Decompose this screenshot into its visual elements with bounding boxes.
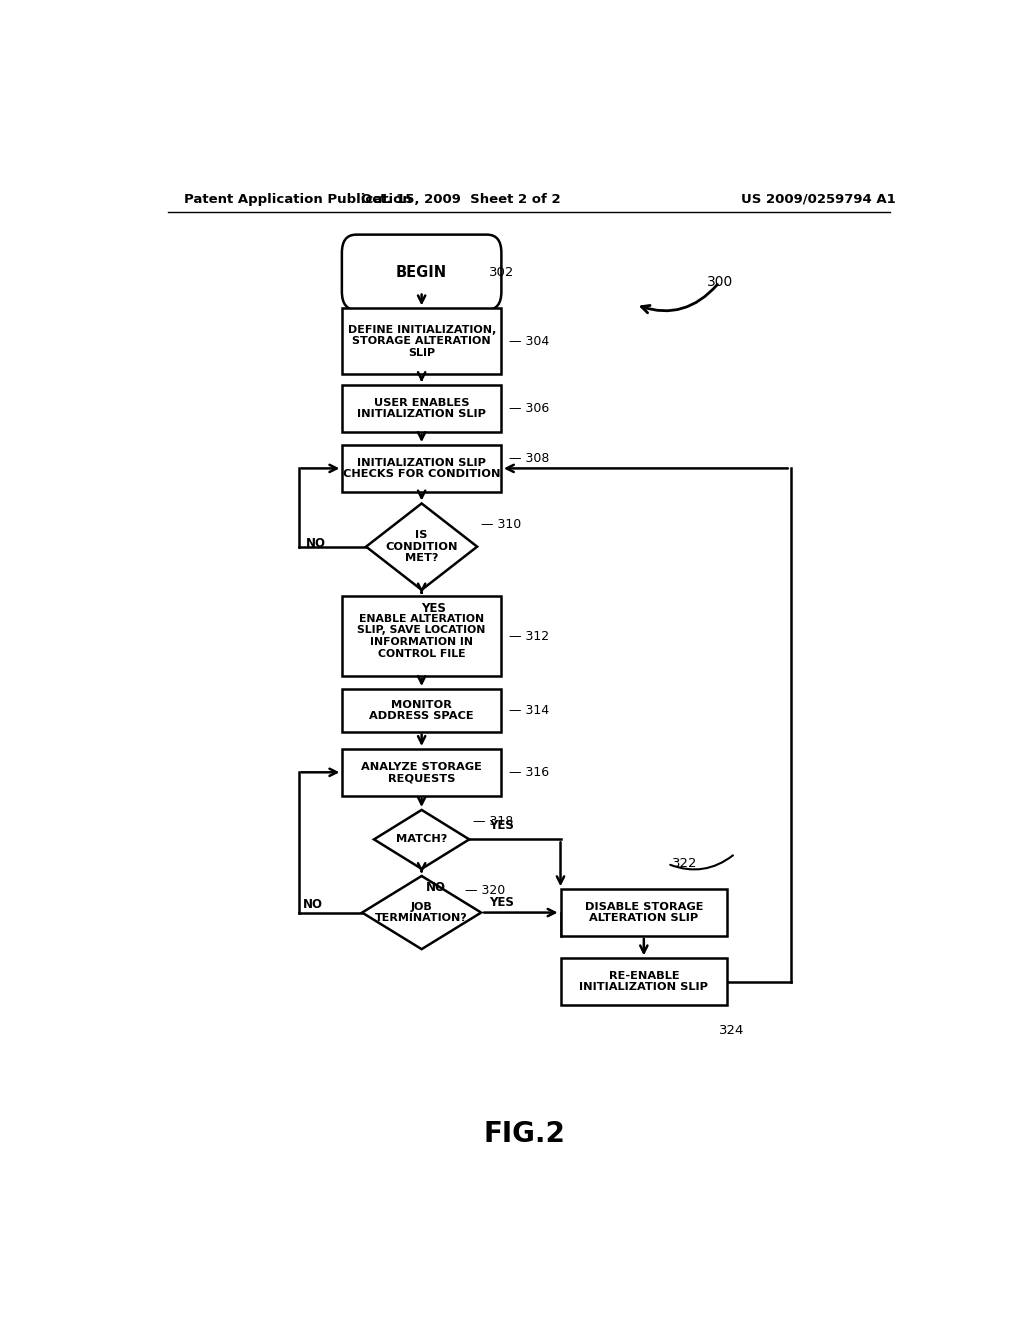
FancyBboxPatch shape bbox=[560, 958, 727, 1005]
Text: ANALYZE STORAGE
REQUESTS: ANALYZE STORAGE REQUESTS bbox=[361, 762, 482, 783]
Text: — 320: — 320 bbox=[465, 883, 506, 896]
Text: FIG.2: FIG.2 bbox=[484, 1121, 565, 1148]
Polygon shape bbox=[362, 876, 481, 949]
FancyBboxPatch shape bbox=[342, 748, 501, 796]
Text: MONITOR
ADDRESS SPACE: MONITOR ADDRESS SPACE bbox=[370, 700, 474, 721]
Text: YES: YES bbox=[489, 818, 514, 832]
Text: JOB
TERMINATION?: JOB TERMINATION? bbox=[375, 902, 468, 924]
Text: — 314: — 314 bbox=[509, 704, 549, 717]
Text: — 308: — 308 bbox=[509, 451, 549, 465]
FancyBboxPatch shape bbox=[342, 309, 501, 375]
Text: — 312: — 312 bbox=[509, 630, 549, 643]
Polygon shape bbox=[367, 503, 477, 590]
Text: MATCH?: MATCH? bbox=[396, 834, 447, 845]
Text: US 2009/0259794 A1: US 2009/0259794 A1 bbox=[741, 193, 896, 206]
Text: — 310: — 310 bbox=[481, 517, 521, 531]
Text: Patent Application Publication: Patent Application Publication bbox=[183, 193, 412, 206]
Text: INITIALIZATION SLIP
CHECKS FOR CONDITION: INITIALIZATION SLIP CHECKS FOR CONDITION bbox=[343, 458, 501, 479]
Text: USER ENABLES
INITIALIZATION SLIP: USER ENABLES INITIALIZATION SLIP bbox=[357, 397, 486, 420]
Text: — 318: — 318 bbox=[473, 814, 513, 828]
FancyBboxPatch shape bbox=[342, 235, 502, 310]
Text: NO: NO bbox=[426, 880, 445, 894]
Text: ENABLE ALTERATION
SLIP, SAVE LOCATION
INFORMATION IN
CONTROL FILE: ENABLE ALTERATION SLIP, SAVE LOCATION IN… bbox=[357, 614, 485, 659]
FancyBboxPatch shape bbox=[342, 689, 501, 731]
FancyBboxPatch shape bbox=[342, 445, 501, 492]
Text: 300: 300 bbox=[708, 276, 733, 289]
Text: RE-ENABLE
INITIALIZATION SLIP: RE-ENABLE INITIALIZATION SLIP bbox=[580, 972, 709, 993]
Text: 302: 302 bbox=[489, 265, 514, 279]
Text: NO: NO bbox=[306, 537, 326, 550]
Text: YES: YES bbox=[421, 602, 446, 615]
Text: NO: NO bbox=[303, 898, 323, 911]
Text: — 316: — 316 bbox=[509, 766, 549, 779]
Text: BEGIN: BEGIN bbox=[396, 265, 447, 280]
Text: DEFINE INITIALIZATION,
STORAGE ALTERATION
SLIP: DEFINE INITIALIZATION, STORAGE ALTERATIO… bbox=[347, 325, 496, 358]
FancyBboxPatch shape bbox=[342, 597, 501, 676]
Text: IS
CONDITION
MET?: IS CONDITION MET? bbox=[385, 531, 458, 564]
Text: YES: YES bbox=[489, 896, 514, 909]
Text: — 304: — 304 bbox=[509, 335, 549, 348]
Text: — 306: — 306 bbox=[509, 401, 549, 414]
Text: 322: 322 bbox=[672, 857, 697, 870]
FancyBboxPatch shape bbox=[342, 385, 501, 432]
Text: DISABLE STORAGE
ALTERATION SLIP: DISABLE STORAGE ALTERATION SLIP bbox=[585, 902, 703, 924]
Polygon shape bbox=[374, 810, 469, 869]
Text: Oct. 15, 2009  Sheet 2 of 2: Oct. 15, 2009 Sheet 2 of 2 bbox=[361, 193, 561, 206]
Text: 324: 324 bbox=[719, 1024, 744, 1038]
FancyBboxPatch shape bbox=[560, 890, 727, 936]
